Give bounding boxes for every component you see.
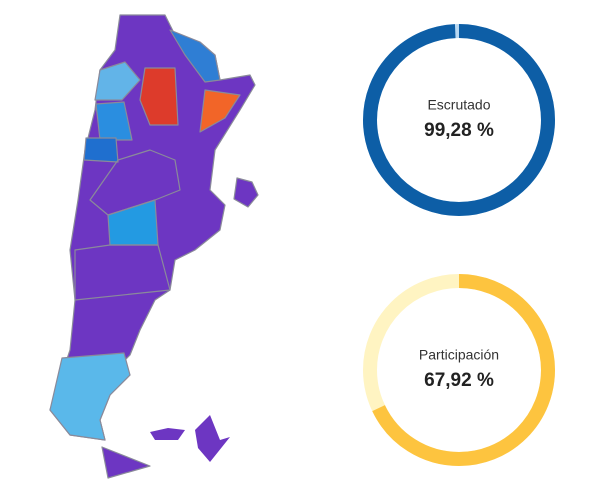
map <box>49 14 259 479</box>
province <box>101 446 151 479</box>
province <box>89 149 181 216</box>
province <box>83 137 119 163</box>
gauge: Participación 67,92 % <box>363 274 555 466</box>
province <box>169 29 221 83</box>
province <box>49 352 131 441</box>
gauge-value: 99,28 % <box>424 120 494 141</box>
island <box>150 428 185 440</box>
island <box>195 415 230 462</box>
province <box>95 101 133 141</box>
province <box>94 61 141 101</box>
gauge: Escrutado 99,28 % <box>363 24 555 216</box>
province <box>139 67 179 126</box>
province <box>233 177 259 208</box>
gauge-label: Escrutado <box>427 97 490 113</box>
province <box>74 244 171 301</box>
province <box>199 89 241 133</box>
gauge-arc <box>363 24 555 216</box>
gauge-value: 67,92 % <box>424 370 494 391</box>
gauges: Escrutado 99,28 % Participación 67,92 % <box>363 24 555 466</box>
gauge-label: Participación <box>419 347 499 363</box>
gauge-arc <box>363 274 555 466</box>
